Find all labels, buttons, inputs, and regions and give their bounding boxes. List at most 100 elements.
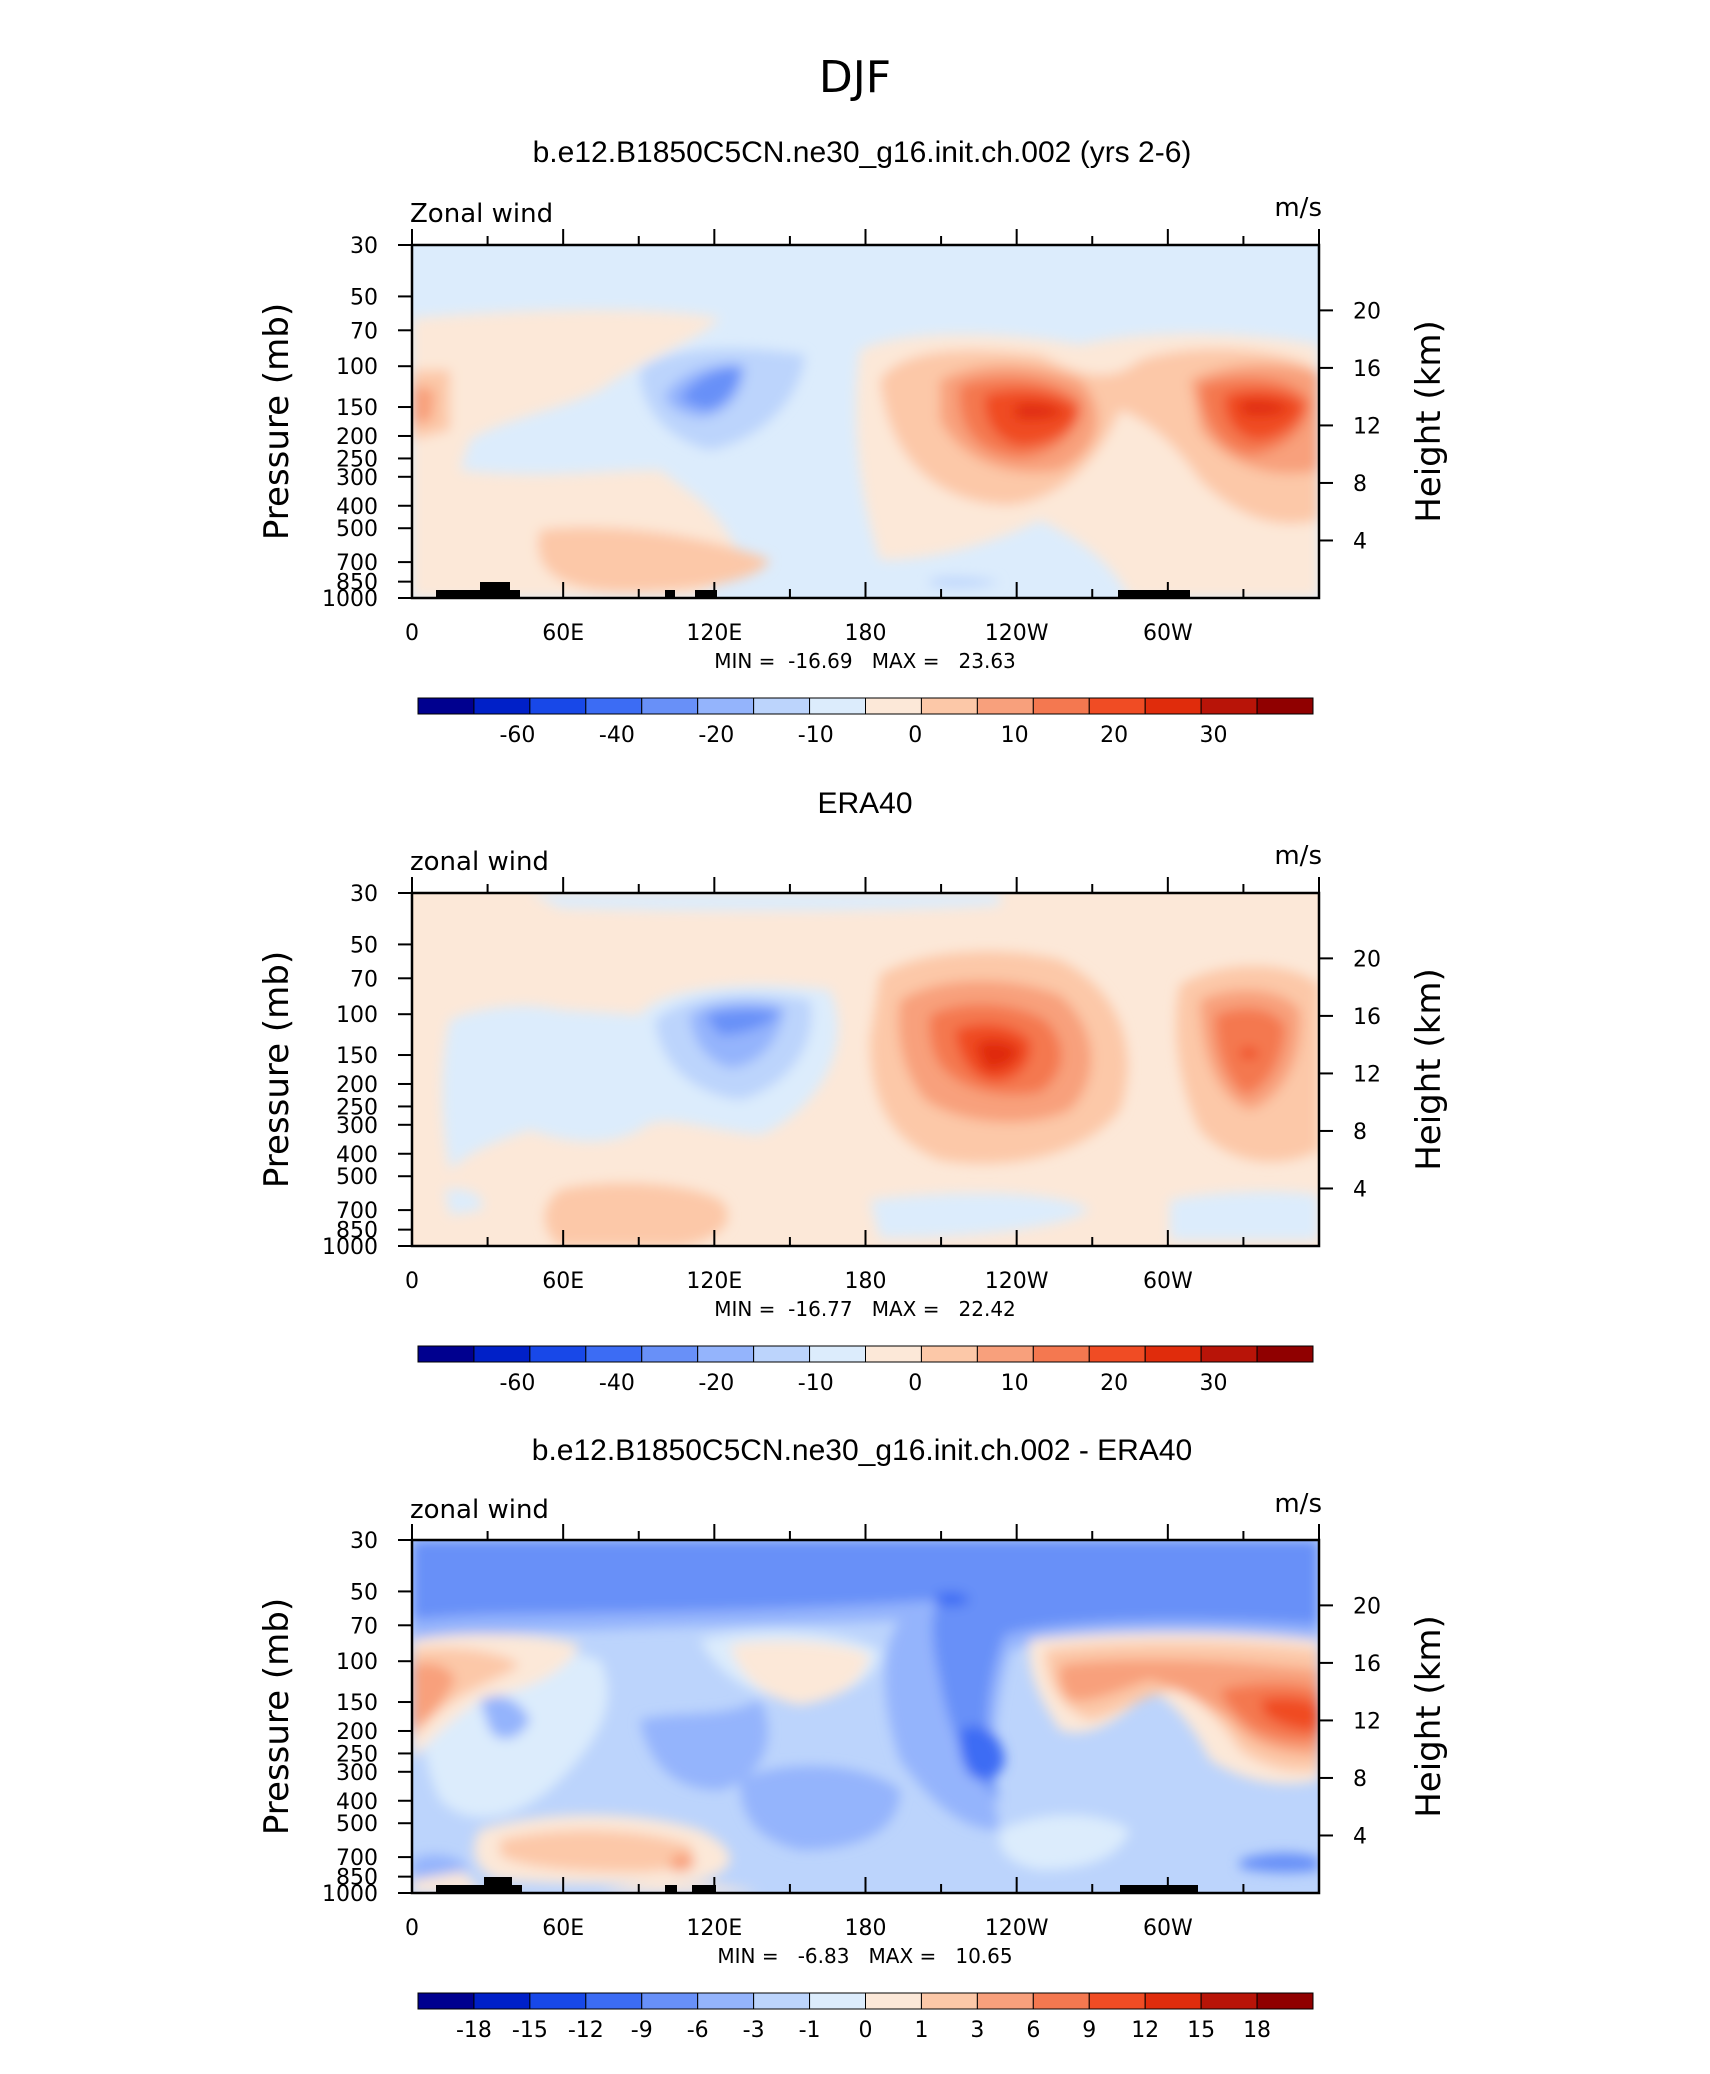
colorbar-box (1256, 697, 1314, 715)
min-max-label: MIN = -16.69 MAX = 23.63 (714, 649, 1016, 673)
colorbar-label: 20 (1100, 723, 1128, 748)
colorbar-box (1032, 1992, 1090, 2010)
y-tick-label: 200 (336, 1073, 378, 1098)
y-right-tick-label: 12 (1353, 414, 1381, 439)
colorbar-box (753, 697, 811, 715)
y-tick-label: 70 (350, 967, 378, 992)
colorbar-box (865, 697, 922, 715)
x-tick-label: 0 (405, 1269, 419, 1294)
colorbar-label: -60 (499, 1371, 535, 1396)
y-right-tick-label: 4 (1353, 1824, 1367, 1849)
colorbar-box (585, 1992, 643, 2010)
y-tick-label: 1000 (322, 587, 378, 612)
colorbar-label: 9 (1082, 2018, 1096, 2043)
colorbar-label: 0 (859, 2018, 873, 2043)
colorbar-box (920, 697, 978, 715)
colorbar-box (1144, 697, 1202, 715)
y-tick-label: 70 (350, 1614, 378, 1639)
colorbar-label: 10 (1001, 723, 1029, 748)
x-tick-label: 60E (542, 1916, 584, 1941)
y-right-tick-label: 8 (1353, 1120, 1367, 1145)
x-tick-label: 120W (985, 1269, 1049, 1294)
y-tick-label: 100 (336, 1003, 378, 1028)
colorbar-box (1200, 1992, 1258, 2010)
y-tick-label: 400 (336, 1143, 378, 1168)
colorbar-box (809, 1992, 866, 2010)
generated-chart-elements: 0 60E 120E 180 120W 60W3050701001502002503004… (257, 229, 1449, 2043)
y-tick-label: 250 (336, 1742, 378, 1767)
y-axis-label: Pressure (mb) (257, 303, 297, 540)
y-tick-label: 300 (336, 466, 378, 491)
y-tick-label: 700 (336, 551, 378, 576)
y-tick-label: 150 (336, 1691, 378, 1716)
colorbar-box (417, 1992, 475, 2010)
y-tick-label: 250 (336, 1095, 378, 1120)
x-tick-label: 180 (845, 621, 887, 646)
colorbar-box (473, 1345, 531, 1363)
colorbar-label: -1 (799, 2018, 821, 2043)
y-tick-label: 1000 (322, 1882, 378, 1907)
colorbar-box (529, 1345, 587, 1363)
x-tick-label: 180 (845, 1269, 887, 1294)
y-right-tick-label: 8 (1353, 1767, 1367, 1792)
y-tick-label: 150 (336, 1044, 378, 1069)
colorbar-label: -40 (599, 723, 635, 748)
y-tick-label: 500 (336, 1812, 378, 1837)
panel-title: b.e12.B1850C5CN.ne30_g16.init.ch.002 - E… (532, 1434, 1192, 1467)
colorbar-label: 3 (970, 2018, 984, 2043)
left-string: Zonal wind (410, 199, 553, 229)
colorbar-label: 30 (1200, 1371, 1228, 1396)
colorbar-label: 0 (908, 723, 922, 748)
colorbar-label: -18 (456, 2018, 492, 2043)
colorbar-box (1144, 1992, 1202, 2010)
colorbar-box (809, 1345, 866, 1363)
colorbar-box (641, 1345, 699, 1363)
y-tick-label: 100 (336, 1650, 378, 1675)
x-tick-label: 120W (985, 621, 1049, 646)
page-title: DJF (819, 52, 891, 103)
panel-1: b.e12.B1850C5CN.ne30_g16.init.ch.002 (yr… (410, 136, 1322, 600)
colorbar-box (1256, 1345, 1314, 1363)
right-string: m/s (1274, 193, 1322, 223)
y-tick-label: 30 (350, 234, 378, 259)
colorbar-label: -15 (512, 2018, 548, 2043)
y-tick-label: 400 (336, 495, 378, 520)
colorbar-box (976, 1992, 1034, 2010)
colorbar-label: 20 (1100, 1371, 1128, 1396)
contour-field (412, 245, 1319, 598)
colorbar-label: 0 (908, 1371, 922, 1396)
y-tick-label: 30 (350, 1529, 378, 1554)
right-string: m/s (1274, 841, 1322, 871)
colorbar-box (417, 1345, 475, 1363)
x-tick-label: 60E (542, 621, 584, 646)
panel-title: b.e12.B1850C5CN.ne30_g16.init.ch.002 (yr… (533, 136, 1192, 169)
y-tick-label: 150 (336, 396, 378, 421)
y-tick-label: 300 (336, 1114, 378, 1139)
contour-field (412, 1540, 1319, 1893)
x-tick-label: 120E (686, 1916, 742, 1941)
colorbar-box (697, 697, 755, 715)
y-right-tick-label: 20 (1353, 299, 1381, 324)
contour-field (412, 893, 1319, 1246)
y-right-tick-label: 4 (1353, 1177, 1367, 1202)
colorbar-label: -9 (631, 2018, 653, 2043)
left-string: zonal wind (410, 847, 549, 877)
colorbar-label: -40 (599, 1371, 635, 1396)
colorbar-label: 6 (1026, 2018, 1040, 2043)
colorbar-label: 1 (914, 2018, 928, 2043)
y-tick-label: 70 (350, 319, 378, 344)
colorbar-label: 10 (1001, 1371, 1029, 1396)
colorbar-box (753, 1345, 811, 1363)
y-right-axis-label: Height (km) (1409, 968, 1449, 1171)
colorbar-label: 15 (1187, 2018, 1215, 2043)
colorbar-box (1032, 1345, 1090, 1363)
colorbar-label: -12 (568, 2018, 604, 2043)
y-tick-label: 1000 (322, 1235, 378, 1260)
colorbar-box (753, 1992, 811, 2010)
colorbar-label: -20 (698, 1371, 734, 1396)
y-tick-label: 30 (350, 882, 378, 907)
panel-3: b.e12.B1850C5CN.ne30_g16.init.ch.002 - E… (410, 1434, 1322, 1895)
colorbar-box (1032, 697, 1090, 715)
colorbar-box (920, 1345, 978, 1363)
left-string: zonal wind (410, 1495, 549, 1525)
